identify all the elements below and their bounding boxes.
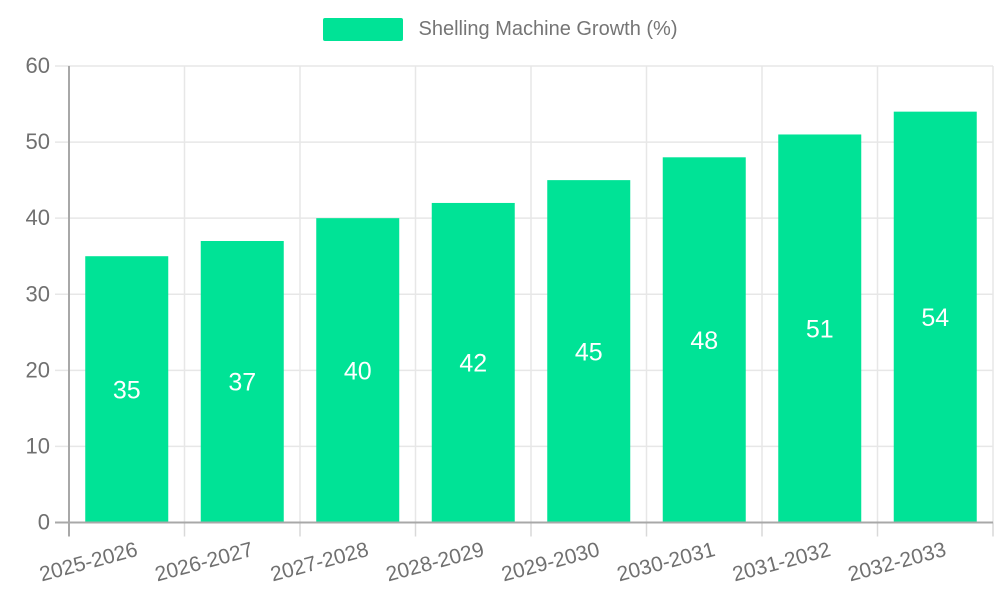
- y-axis-tick-label: 40: [26, 205, 50, 230]
- x-axis-tick-label: 2032-2033: [846, 538, 949, 586]
- legend[interactable]: Shelling Machine Growth (%): [0, 18, 1000, 41]
- bar-2026-2027[interactable]: [200, 240, 284, 523]
- bar-2025-2026[interactable]: [85, 256, 169, 523]
- bar-2029-2030[interactable]: [547, 180, 631, 523]
- bar-2032-2033[interactable]: [893, 111, 977, 523]
- bar-value-label: 35: [113, 376, 141, 404]
- bar-value-label: 45: [575, 338, 603, 366]
- x-axis-tick-label: 2030-2031: [615, 538, 718, 586]
- y-axis-tick-label: 10: [26, 433, 50, 458]
- y-axis-tick-label: 50: [26, 129, 50, 154]
- x-axis-tick-label: 2027-2028: [268, 538, 371, 586]
- y-axis-tick-label: 60: [26, 53, 50, 78]
- x-axis-tick-label: 2029-2030: [499, 538, 602, 586]
- x-axis-tick-label: 2026-2027: [153, 538, 256, 586]
- x-axis-tick-label: 2031-2032: [730, 538, 833, 586]
- legend-swatch-icon: [322, 18, 403, 41]
- x-axis-tick-label: 2028-2029: [384, 538, 487, 586]
- bar-2028-2029[interactable]: [431, 202, 515, 523]
- y-axis-tick-label: 30: [26, 281, 50, 306]
- bar-2027-2028[interactable]: [316, 218, 400, 523]
- bar-2030-2031[interactable]: [662, 157, 746, 523]
- y-axis-tick-label: 0: [38, 510, 50, 535]
- bar-value-label: 54: [921, 304, 949, 332]
- y-axis-tick-label: 20: [26, 357, 50, 382]
- bar-value-label: 51: [806, 315, 834, 343]
- legend-label: Shelling Machine Growth (%): [418, 18, 678, 40]
- bar-value-label: 48: [690, 327, 718, 355]
- x-axis-tick-label: 2025-2026: [37, 538, 140, 586]
- bar-value-label: 40: [344, 357, 372, 385]
- bar-value-label: 37: [228, 369, 256, 397]
- bar-2031-2032[interactable]: [778, 134, 862, 523]
- bar-value-label: 42: [459, 350, 487, 378]
